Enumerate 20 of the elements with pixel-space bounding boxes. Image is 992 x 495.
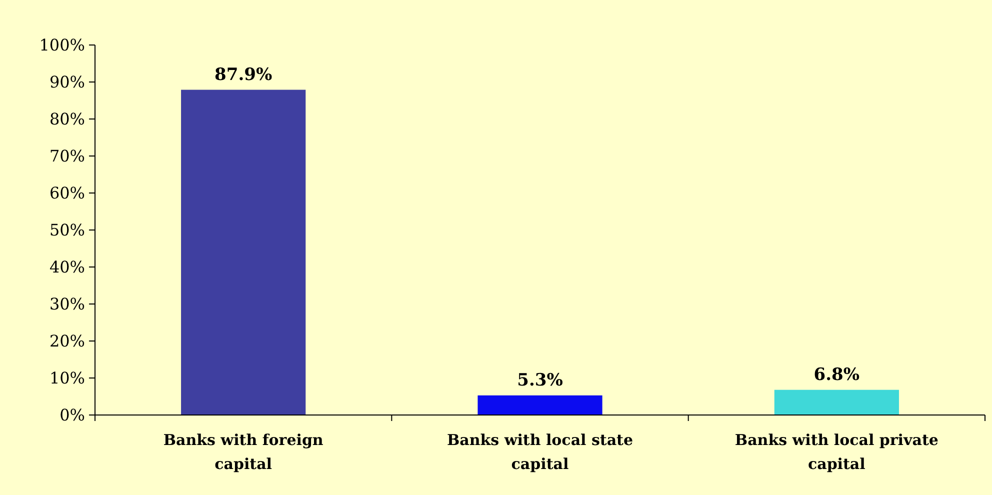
y-tick-label: 10% [49,368,85,388]
x-tick-label: Banks with local state capital [446,431,634,473]
data-label: 6.8% [814,364,860,385]
y-tick-label: 70% [49,146,85,166]
y-tick-label: 90% [49,72,85,92]
y-tick-label: 100% [39,36,85,55]
data-label: 5.3% [517,370,563,390]
y-tick-label: 20% [49,332,85,351]
y-tick-label: 80% [49,110,85,129]
bar [181,90,306,415]
y-tick-label: 30% [49,294,85,314]
y-tick-label: 40% [49,258,85,277]
bar [478,395,602,415]
bar [774,390,899,415]
data-label: 87.9% [214,64,272,85]
y-tick-label: 60% [49,184,85,203]
y-tick-label: 50% [49,220,85,240]
x-tick-label: Banks with local private capital [734,431,938,473]
y-tick-label: 0% [60,406,85,425]
x-tick-label: Banks with foreign capital [163,431,324,473]
